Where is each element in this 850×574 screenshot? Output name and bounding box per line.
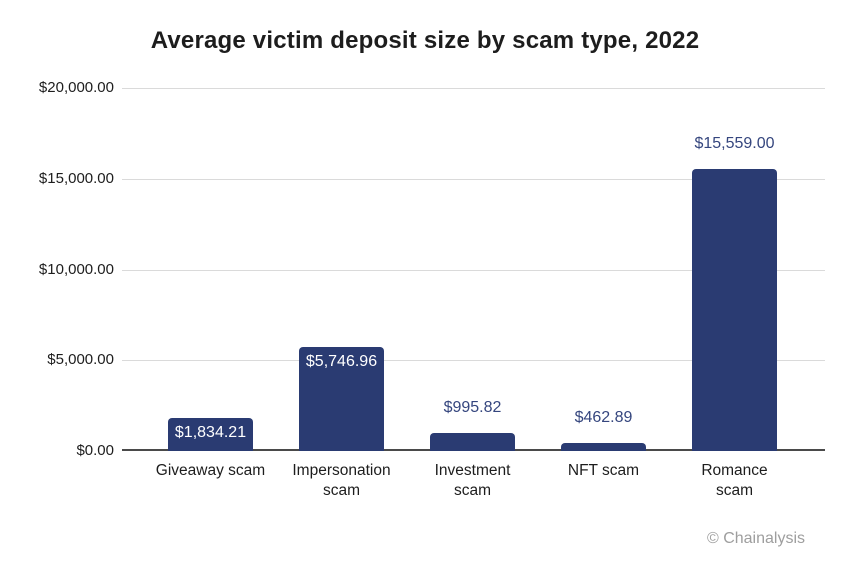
gridline: [122, 269, 825, 271]
x-axis-category-label: Giveaway scam: [155, 462, 266, 479]
bar-value-label: $995.82: [443, 398, 502, 416]
bar-value-label: $5,746.96: [305, 352, 378, 370]
bar-impersonation-scam: $5,746.96: [299, 346, 384, 451]
x-axis-category-label: Romance scam: [701, 462, 768, 499]
x-axis-category-label: Impersonation scam: [292, 462, 391, 499]
y-axis-tick-label: $0.00: [76, 442, 114, 459]
gridline: [122, 360, 825, 362]
chainalysis-watermark: © Chainalysis: [706, 530, 805, 547]
bar-value-label: $1,834.21: [174, 423, 247, 441]
y-axis-tick-label: $5,000.00: [47, 351, 114, 369]
y-axis-tick-label: $15,000.00: [38, 169, 114, 187]
bar-investment-scam: [430, 432, 515, 451]
gridline: [122, 178, 825, 180]
bar-giveaway-scam: $1,834.21: [168, 417, 253, 451]
bar-romance-scam: [692, 168, 777, 451]
x-axis-category-label: NFT scam: [567, 462, 640, 479]
bar-value-label: $462.89: [574, 408, 633, 426]
gridline: [122, 88, 825, 89]
y-axis-tick-label: $20,000.00: [38, 79, 114, 96]
plot-area: $0.00 $5,000.00 $10,000.00 $15,000.00 $20,00…: [39, 79, 825, 499]
chart-title: Average victim deposit size by scam type…: [150, 27, 700, 54]
y-axis-tick-label: $10,000.00: [38, 260, 114, 278]
bar-nft-scam: [561, 442, 646, 451]
bar-value-label: $15,559.00: [694, 134, 775, 152]
x-axis-category-label: Investment scam: [434, 462, 511, 499]
